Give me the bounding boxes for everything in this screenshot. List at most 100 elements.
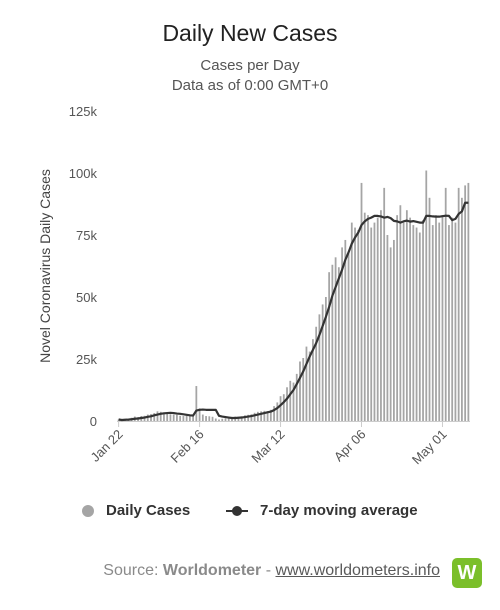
bar-daily-cases [169,414,172,421]
bar-daily-cases [305,346,308,421]
bar-daily-cases [389,247,392,421]
bar-daily-cases [318,314,321,421]
bar-daily-cases [331,264,334,421]
source-link[interactable]: www.worldometers.info [275,562,441,579]
legend-item-daily-cases[interactable]: Daily Cases [82,502,190,519]
bar-daily-cases [172,414,175,421]
x-tick-label: May 01 [409,427,450,468]
source-name: Worldometer [162,562,262,579]
y-tick-label: 75k [76,228,97,243]
bar-daily-cases [159,411,162,421]
bar-daily-cases [150,414,152,421]
bar-daily-cases [282,394,285,421]
bar-daily-cases [344,239,347,421]
legend-dot-icon [82,504,94,517]
x-tick-label: Apr 06 [331,427,369,465]
bar-daily-cases [341,247,343,421]
bar-daily-cases [218,419,220,421]
bar-daily-cases [467,182,470,421]
bar-daily-cases [367,215,369,421]
bar-daily-cases [166,412,169,421]
bar-daily-cases [461,197,463,421]
bar-daily-cases [422,220,424,421]
bar-daily-cases [163,413,165,421]
bar-daily-cases [182,416,185,421]
bar-daily-cases [208,416,211,421]
bar-daily-cases [425,170,428,421]
bar-daily-cases [260,411,263,421]
bar-daily-cases [201,414,204,421]
bar-daily-cases [308,351,311,421]
bar-daily-cases [393,239,395,421]
bar-daily-cases [276,402,279,421]
legend-item-moving-average[interactable]: 7-day moving average [226,502,418,519]
bar-daily-cases [324,297,327,421]
bar-daily-cases [380,210,382,421]
legend-label-avg: 7-day moving average [260,502,418,519]
bar-daily-cases [451,217,454,421]
bar-daily-cases [198,408,201,421]
bar-daily-cases [399,205,402,421]
bar-daily-cases [360,182,363,421]
chart-subtitle: Cases per Day [200,57,300,74]
bar-daily-cases [396,215,399,421]
source-credit: Source: Worldometer - www.worldometers.i… [103,562,441,579]
bar-daily-cases [448,225,450,421]
bar-daily-cases [337,267,340,421]
bar-daily-cases [192,414,194,421]
bar-daily-cases [195,386,198,421]
bar-daily-cases [176,414,178,421]
bar-daily-cases [402,222,405,421]
bar-daily-cases [418,232,421,421]
bar-daily-cases [289,380,292,421]
bar-daily-cases [415,227,418,421]
bar-daily-cases [435,215,437,421]
worldometer-logo-icon: W [452,558,482,588]
bar-daily-cases [328,272,331,421]
bar-daily-cases [179,415,182,421]
bar-daily-cases [312,339,314,421]
bar-daily-cases [269,409,272,421]
bar-daily-cases [350,222,353,421]
bar-daily-cases [444,187,447,421]
bar-daily-cases [431,225,434,421]
y-tick-label: 0 [90,414,97,429]
bar-daily-cases [188,416,191,421]
bar-daily-cases [279,396,282,421]
legend: Daily Cases 7-day moving average [0,500,500,524]
bar-daily-cases [376,217,379,421]
legend-label-daily: Daily Cases [106,502,191,519]
bar-daily-cases [253,412,256,421]
bar-daily-cases [240,416,243,421]
bar-daily-cases [315,326,318,421]
bar-daily-cases [224,418,227,421]
bar-daily-cases [321,304,324,421]
bar-daily-cases [221,418,224,421]
bar-daily-cases [214,418,217,421]
bar-daily-cases [153,413,156,421]
x-tick-label: Mar 12 [248,427,287,466]
bar-daily-cases [383,187,386,421]
bar-daily-cases [357,230,360,421]
x-tick-label: Jan 22 [88,427,126,465]
chart-subtitle-date: Data as of 0:00 GMT+0 [171,77,329,94]
y-tick-label: 100k [69,166,98,181]
bar-daily-cases [227,418,230,421]
bar-daily-cases [405,210,408,421]
bar-daily-cases [211,416,214,421]
bar-daily-cases [302,358,305,421]
bar-daily-cases [185,415,188,421]
bar-daily-cases [334,257,337,421]
bar-daily-cases [454,222,457,421]
bar-daily-cases [266,411,269,421]
chart-title: Daily New Cases [162,20,338,46]
y-tick-label: 25k [76,352,97,367]
bar-daily-cases [412,225,415,421]
bar-daily-cases [363,212,366,421]
y-tick-label: 50k [76,290,97,305]
bar-daily-cases [156,411,159,421]
bar-daily-cases [273,406,275,421]
bar-daily-cases [231,417,233,421]
bar-daily-cases [409,217,411,421]
bar-daily-cases [286,387,288,421]
